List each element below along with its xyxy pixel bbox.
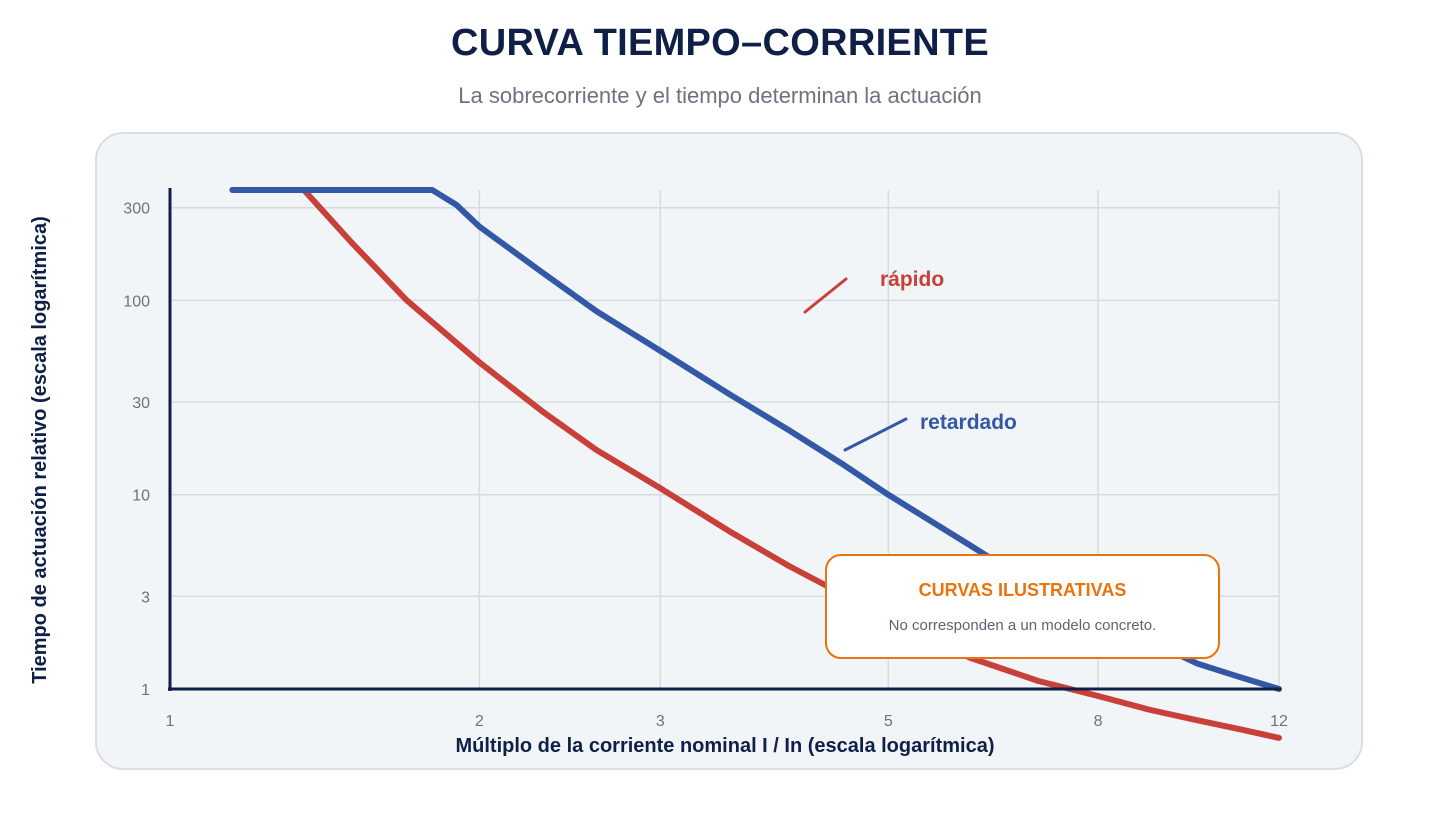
callout-title: CURVAS ILUSTRATIVAS bbox=[918, 580, 1127, 600]
annotation-leader bbox=[803, 277, 848, 314]
series-label-rapido: rápido bbox=[880, 268, 944, 291]
series-label-retardado: retardado bbox=[920, 411, 1017, 434]
grid-layer bbox=[170, 190, 1280, 689]
y-tick-label: 3 bbox=[141, 589, 150, 606]
illustrative-callout: CURVAS ILUSTRATIVAS No corresponden a un… bbox=[825, 554, 1220, 659]
x-tick-label: 5 bbox=[884, 713, 893, 730]
x-tick-label: 8 bbox=[1094, 713, 1103, 730]
y-tick-label: 100 bbox=[123, 293, 150, 310]
series-line-rapido bbox=[229, 187, 1282, 741]
y-tick-label: 1 bbox=[141, 682, 150, 699]
x-tick-label: 12 bbox=[1270, 713, 1288, 730]
callout-text: No corresponden a un modelo concreto. bbox=[888, 617, 1157, 634]
y-axis-title: Tiempo de actuación relativo (escala log… bbox=[29, 216, 51, 684]
x-axis-title: Múltiplo de la corriente nominal I / In … bbox=[455, 735, 994, 757]
x-tick-label: 3 bbox=[656, 713, 665, 730]
y-tick-label: 300 bbox=[123, 201, 150, 218]
x-tick-label: 1 bbox=[166, 713, 175, 730]
annotation-leader bbox=[843, 417, 908, 452]
chart-panel bbox=[95, 132, 1363, 770]
x-tick-label: 2 bbox=[475, 713, 484, 730]
chart-subtitle: La sobrecorriente y el tiempo determinan… bbox=[458, 83, 982, 108]
y-tick-label: 30 bbox=[132, 395, 150, 412]
axis-layer bbox=[168, 188, 1281, 691]
y-tick-label: 10 bbox=[132, 488, 150, 505]
chart-title: CURVA TIEMPO–CORRIENTE bbox=[451, 22, 989, 64]
